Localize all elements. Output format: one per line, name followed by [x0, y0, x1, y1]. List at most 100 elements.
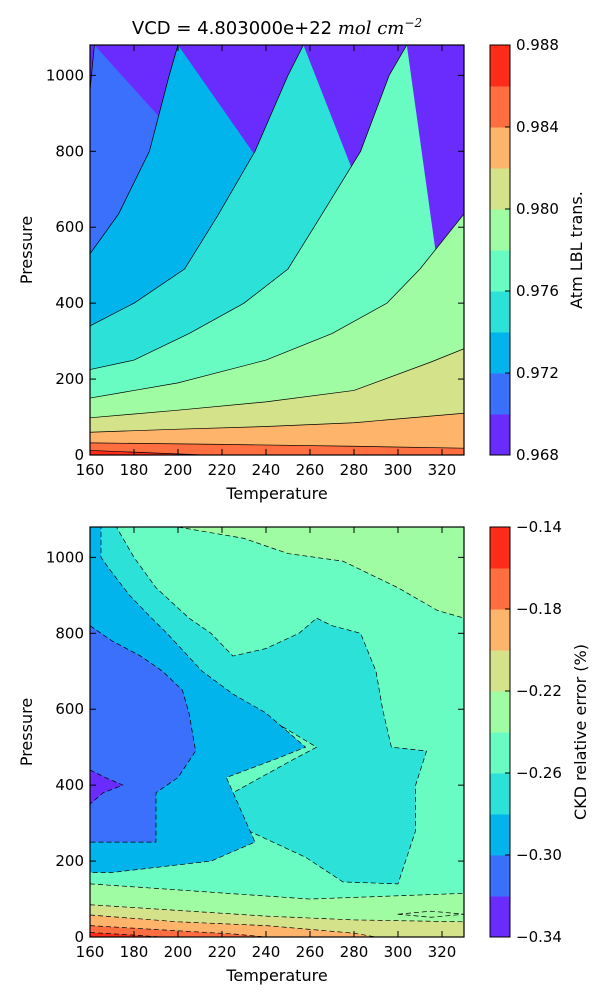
y-tick-label: 400 — [55, 776, 84, 794]
contour-line-6 — [90, 412, 464, 433]
colorbar-tick-label: −0.30 — [516, 846, 562, 864]
y-tick-label: 200 — [55, 852, 84, 870]
x-tick-label: 220 — [208, 943, 237, 961]
colorbar-segment-4 — [490, 732, 510, 774]
colorbar-tick-label: −0.26 — [516, 764, 562, 782]
x-tick-label: 280 — [340, 943, 369, 961]
colorbar-segment-0 — [490, 896, 510, 938]
bottom-colorbar — [490, 527, 510, 938]
contour-line-7 — [90, 442, 464, 449]
bottom-contour-panel: 160 180 200 220 240 260 280 300 320 0 200 400 600 80… — [17, 518, 590, 985]
x-tick-label: 200 — [164, 943, 193, 961]
colorbar-segment-6 — [490, 168, 510, 210]
top-y-ticks: 0 200 400 600 800 1000 — [46, 66, 464, 464]
top-x-axis-label: Temperature — [225, 484, 327, 503]
top-contour-lines — [90, 45, 464, 455]
y-tick-label: 400 — [55, 294, 84, 312]
colorbar-tick-label: −0.14 — [516, 518, 562, 536]
y-tick-label: 600 — [55, 700, 84, 718]
contour-band-8 — [90, 442, 464, 455]
y-tick-label: 600 — [55, 218, 84, 236]
x-tick-label: 300 — [384, 943, 413, 961]
colorbar-segment-7 — [490, 127, 510, 169]
y-tick-label: 800 — [55, 624, 84, 642]
x-tick-label: 280 — [340, 461, 369, 479]
contour-region-10 — [90, 769, 124, 805]
x-tick-label: 240 — [252, 461, 281, 479]
top-colorbar-label: Atm LBL trans. — [567, 191, 586, 309]
x-tick-label: 320 — [428, 461, 457, 479]
bottom-colorbar-label: CKD relative error (%) — [571, 644, 590, 820]
colorbar-segment-1 — [490, 855, 510, 897]
y-tick-label: 1000 — [46, 66, 84, 84]
colorbar-segment-4 — [490, 250, 510, 292]
bottom-y-axis-label: Pressure — [17, 698, 36, 766]
colorbar-segment-8 — [490, 568, 510, 610]
colorbar-tick-label: 0.984 — [516, 118, 559, 136]
top-colorbar-ticks: 0.968 0.972 0.976 0.980 0.984 0.988 — [505, 36, 559, 464]
top-y-axis-label: Pressure — [17, 216, 36, 284]
x-tick-label: 240 — [252, 943, 281, 961]
y-tick-label: 1000 — [46, 548, 84, 566]
contour-line-5 — [90, 348, 464, 419]
colorbar-segment-7 — [490, 609, 510, 651]
colorbar-segment-1 — [490, 373, 510, 415]
colorbar-segment-6 — [490, 650, 510, 692]
x-tick-label: 180 — [120, 461, 149, 479]
x-tick-label: 260 — [296, 943, 325, 961]
colorbar-segment-0 — [490, 414, 510, 456]
y-tick-label: 800 — [55, 142, 84, 160]
top-colorbar-frame — [489, 44, 511, 456]
contour-region-2 — [397, 910, 464, 918]
y-tick-label: 0 — [74, 928, 84, 946]
colorbar-segment-9 — [490, 527, 510, 569]
top-panel-title: VCD = 4.803000e+22 mol cm−2 — [132, 16, 422, 39]
colorbar-segment-9 — [490, 45, 510, 87]
contour-line-0 — [90, 45, 95, 91]
colorbar-tick-label: −0.22 — [516, 682, 562, 700]
contour-region-6 — [177, 527, 464, 619]
x-tick-label: 180 — [120, 943, 149, 961]
contour-line-4 — [90, 213, 464, 399]
top-colorbar — [490, 45, 510, 456]
top-filled-contours — [90, 45, 464, 455]
contour-line-2 — [90, 45, 304, 327]
y-tick-label: 200 — [55, 370, 84, 388]
top-contour-panel: VCD = 4.803000e+22 mol cm−2 160 180 200 220… — [17, 16, 586, 503]
colorbar-segment-5 — [490, 209, 510, 251]
bottom-filled-contours — [90, 527, 464, 937]
bottom-plot-frame — [89, 526, 465, 938]
bottom-colorbar-frame — [489, 526, 511, 938]
colorbar-tick-label: 0.972 — [516, 364, 559, 382]
x-tick-label: 260 — [296, 461, 325, 479]
x-tick-label: 300 — [384, 461, 413, 479]
colorbar-tick-label: −0.34 — [516, 928, 562, 946]
top-plot-frame — [89, 44, 465, 456]
colorbar-segment-3 — [490, 773, 510, 815]
colorbar-tick-label: 0.968 — [516, 446, 559, 464]
colorbar-segment-5 — [490, 691, 510, 733]
x-tick-label: 320 — [428, 943, 457, 961]
x-tick-label: 160 — [76, 943, 105, 961]
colorbar-segment-3 — [490, 291, 510, 333]
colorbar-tick-label: −0.18 — [516, 600, 562, 618]
bottom-colorbar-ticks: −0.34 −0.30 −0.26 −0.22 −0.18 −0.14 — [505, 518, 562, 946]
x-tick-label: 200 — [164, 461, 193, 479]
contour-region-7 — [90, 527, 427, 885]
colorbar-segment-8 — [490, 86, 510, 128]
colorbar-tick-label: 0.988 — [516, 36, 559, 54]
bottom-y-ticks: 0 200 400 600 800 1000 — [46, 548, 464, 946]
contour-region-5 — [90, 932, 161, 937]
y-tick-label: 0 — [74, 446, 84, 464]
colorbar-tick-label: 0.976 — [516, 282, 559, 300]
bottom-x-axis-label: Temperature — [225, 966, 327, 985]
colorbar-segment-2 — [490, 332, 510, 374]
contour-line-1 — [90, 45, 179, 255]
colorbar-tick-label: 0.980 — [516, 200, 559, 218]
contour-line-3 — [90, 45, 408, 370]
x-tick-label: 220 — [208, 461, 237, 479]
x-tick-label: 160 — [76, 461, 105, 479]
bottom-x-ticks: 160 180 200 220 240 260 280 300 320 — [76, 527, 457, 961]
top-x-ticks: 160 180 200 220 240 260 280 300 320 — [76, 45, 457, 479]
